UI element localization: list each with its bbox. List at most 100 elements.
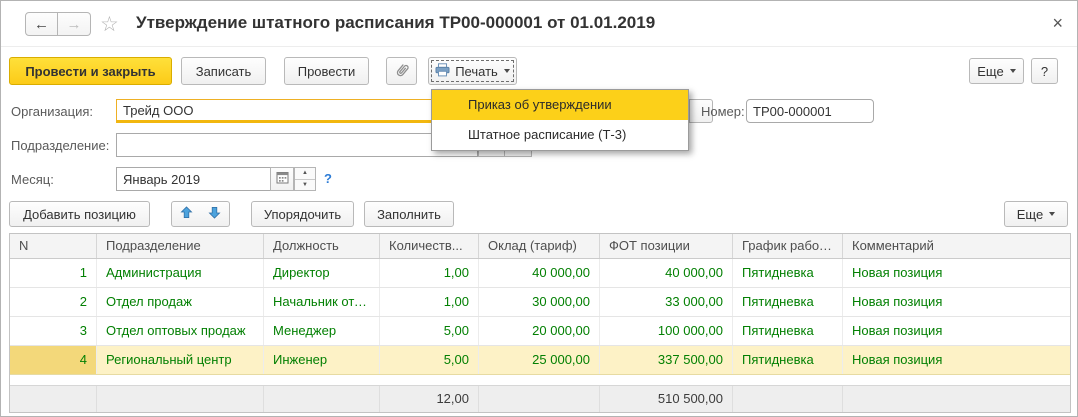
cell-fot[interactable]: 40 000,00 xyxy=(600,259,733,287)
month-help-link[interactable]: ? xyxy=(324,171,332,186)
cell-position[interactable]: Инженер xyxy=(264,346,380,374)
totals-cell-department xyxy=(97,386,264,412)
back-arrow-icon: ← xyxy=(34,15,49,33)
cell-salary[interactable]: 25 000,00 xyxy=(479,346,600,374)
cell-quantity[interactable]: 1,00 xyxy=(380,288,479,316)
number-label: Номер: xyxy=(701,104,745,119)
cell-quantity[interactable]: 5,00 xyxy=(380,346,479,374)
print-button[interactable]: Печать xyxy=(428,57,517,85)
table-more-label: Еще xyxy=(1016,206,1044,222)
cell-position[interactable]: Менеджер xyxy=(264,317,380,345)
fill-label: Заполнить xyxy=(377,206,441,222)
month-label: Месяц: xyxy=(11,172,54,187)
totals-cell-n xyxy=(10,386,97,412)
cell-quantity[interactable]: 1,00 xyxy=(380,259,479,287)
table-empty-area xyxy=(10,375,1070,385)
back-button[interactable]: ← xyxy=(25,12,58,36)
cell-schedule[interactable]: Пятидневка xyxy=(733,259,843,287)
cell-n[interactable]: 3 xyxy=(10,317,97,345)
table-totals-row: 12,00 510 500,00 xyxy=(10,385,1070,412)
month-input[interactable] xyxy=(116,167,271,191)
toolbar-more-button[interactable]: Еще xyxy=(969,58,1024,84)
column-header-comment[interactable]: Комментарий xyxy=(852,238,934,253)
menu-item-approval-order[interactable]: Приказ об утверждении xyxy=(432,90,688,120)
column-header-n[interactable]: N xyxy=(10,234,97,258)
number-input[interactable] xyxy=(746,99,874,123)
cell-schedule[interactable]: Пятидневка xyxy=(733,317,843,345)
chevron-down-icon xyxy=(503,69,510,73)
fill-button[interactable]: Заполнить xyxy=(364,201,454,227)
calendar-icon xyxy=(276,171,289,187)
order-label: Упорядочить xyxy=(263,206,342,222)
department-input[interactable] xyxy=(116,133,478,157)
help-button[interactable]: ? xyxy=(1031,58,1058,84)
post-button[interactable]: Провести xyxy=(284,57,369,85)
column-header-department[interactable]: Подразделение xyxy=(97,234,264,258)
help-label: ? xyxy=(1040,63,1049,79)
menu-item-staffing-t3[interactable]: Штатное расписание (Т-3) xyxy=(468,127,627,142)
totals-quantity: 12,00 xyxy=(380,386,479,412)
order-button[interactable]: Упорядочить xyxy=(251,201,354,227)
cell-salary[interactable]: 20 000,00 xyxy=(479,317,600,345)
favorite-star-icon[interactable]: ☆ xyxy=(100,13,119,36)
page-title: Утверждение штатного расписания ТР00-000… xyxy=(136,13,656,32)
save-button[interactable]: Записать xyxy=(181,57,266,85)
cell-comment[interactable]: Новая позиция xyxy=(852,323,943,338)
add-position-button[interactable]: Добавить позицию xyxy=(9,201,150,227)
spinner-down-button[interactable]: ▼ xyxy=(295,180,315,191)
spinner-up-button[interactable]: ▲ xyxy=(295,168,315,180)
column-header-fot[interactable]: ФОТ позиции xyxy=(600,234,733,258)
column-header-schedule[interactable]: График работы xyxy=(733,234,843,258)
table-row[interactable]: 1 Администрация Директор 1,00 40 000,00 … xyxy=(10,259,1070,288)
cell-n[interactable]: 1 xyxy=(10,259,97,287)
organization-label: Организация: xyxy=(11,104,94,119)
department-label: Подразделение: xyxy=(11,138,110,153)
cell-position[interactable]: Начальник отд... xyxy=(264,288,380,316)
printer-icon xyxy=(435,62,450,80)
forward-button[interactable]: → xyxy=(58,12,91,36)
column-header-position[interactable]: Должность xyxy=(264,234,380,258)
attachments-button[interactable] xyxy=(386,57,417,85)
cell-department[interactable]: Отдел оптовых продаж xyxy=(97,317,264,345)
cell-n[interactable]: 4 xyxy=(10,346,97,374)
save-label: Записать xyxy=(195,63,252,79)
month-calendar-button[interactable] xyxy=(270,167,294,191)
forward-arrow-icon: → xyxy=(66,15,82,33)
cell-department[interactable]: Отдел продаж xyxy=(97,288,264,316)
toolbar-more-label: Еще xyxy=(977,63,1004,79)
chevron-down-icon xyxy=(1049,212,1056,216)
cell-schedule[interactable]: Пятидневка xyxy=(733,346,843,374)
column-header-salary[interactable]: Оклад (тариф) xyxy=(479,234,600,258)
table-header-row: N Подразделение Должность Количеств... О… xyxy=(10,234,1070,259)
cell-comment[interactable]: Новая позиция xyxy=(852,294,943,309)
cell-fot[interactable]: 337 500,00 xyxy=(600,346,733,374)
arrow-down-icon xyxy=(208,206,221,222)
cell-schedule[interactable]: Пятидневка xyxy=(733,288,843,316)
table-row[interactable]: 3 Отдел оптовых продаж Менеджер 5,00 20 … xyxy=(10,317,1070,346)
print-label: Печать xyxy=(455,63,498,79)
totals-cell-comment xyxy=(843,386,1070,412)
cell-comment[interactable]: Новая позиция xyxy=(852,265,943,280)
cell-department[interactable]: Администрация xyxy=(97,259,264,287)
close-icon[interactable]: × xyxy=(1052,13,1063,33)
cell-fot[interactable]: 33 000,00 xyxy=(600,288,733,316)
cell-n[interactable]: 2 xyxy=(10,288,97,316)
cell-fot[interactable]: 100 000,00 xyxy=(600,317,733,345)
cell-salary[interactable]: 30 000,00 xyxy=(479,288,600,316)
move-down-button[interactable] xyxy=(200,201,230,227)
cell-department[interactable]: Региональный центр xyxy=(97,346,264,374)
organization-select-button[interactable] xyxy=(689,99,713,123)
move-up-button[interactable] xyxy=(171,201,201,227)
cell-salary[interactable]: 40 000,00 xyxy=(479,259,600,287)
post-and-close-label: Провести и закрыть xyxy=(25,63,156,79)
table-more-button[interactable]: Еще xyxy=(1004,201,1068,227)
table-row[interactable]: 2 Отдел продаж Начальник отд... 1,00 30 … xyxy=(10,288,1070,317)
table-row-selected[interactable]: 4 Региональный центр Инженер 5,00 25 000… xyxy=(10,346,1070,375)
cell-position[interactable]: Директор xyxy=(264,259,380,287)
cell-comment[interactable]: Новая позиция xyxy=(852,352,943,367)
triangle-up-icon: ▲ xyxy=(302,170,308,177)
column-header-quantity[interactable]: Количеств... xyxy=(380,234,479,258)
cell-quantity[interactable]: 5,00 xyxy=(380,317,479,345)
post-and-close-button[interactable]: Провести и закрыть xyxy=(9,57,172,85)
